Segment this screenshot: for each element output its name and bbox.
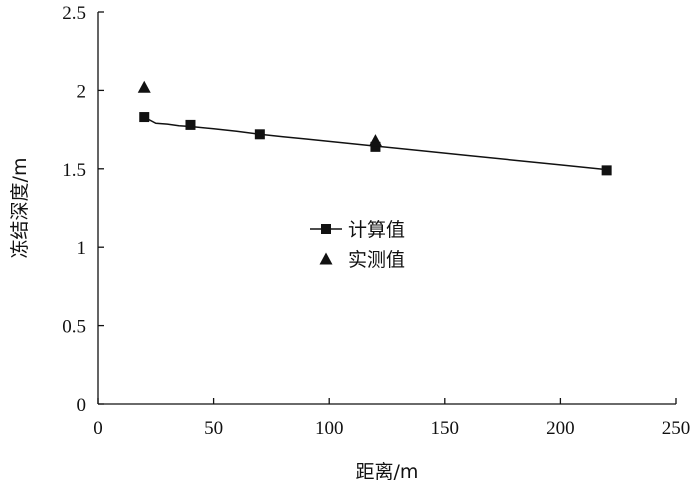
legend-label-measured: 实测值: [348, 249, 405, 271]
y-tick-label-1: 1: [77, 238, 87, 259]
measured-point-120: [368, 134, 382, 147]
calculated-point-70: [254, 129, 265, 140]
calculated-series-line: [143, 116, 607, 171]
legend-marker-calculated-square: [321, 224, 331, 234]
x-axis-ticks: 0 50 100 150 200 250: [93, 398, 690, 439]
x-tick-label-100: 100: [315, 418, 344, 439]
x-axis-title: 距离/m: [356, 461, 419, 483]
axes: [97, 12, 676, 405]
series-layer: [137, 80, 612, 176]
x-tick-label-200: 200: [546, 418, 575, 439]
x-tick-label-150: 150: [431, 418, 460, 439]
y-tick-label-0.5: 0.5: [62, 317, 86, 338]
legend: 计算值 实测值: [310, 219, 405, 271]
y-tick-label-2.5: 2.5: [62, 3, 86, 24]
measured-point-20: [137, 80, 151, 93]
x-tick-label-0: 0: [93, 418, 103, 439]
calculated-point-120: [370, 141, 381, 152]
x-tick-label-50: 50: [204, 418, 223, 439]
y-axis-title: 冻结深度/m: [9, 158, 31, 259]
x-tick-label-250: 250: [662, 418, 691, 439]
calculated-point-220: [601, 165, 612, 176]
y-tick-label-0: 0: [77, 395, 87, 416]
calculated-point-40: [185, 119, 196, 130]
legend-label-calculated: 计算值: [348, 219, 405, 241]
legend-marker-measured-triangle: [319, 252, 333, 265]
y-axis-ticks: 0 0.5 1 1.5 2 2.5: [62, 3, 104, 416]
y-tick-label-1.5: 1.5: [62, 160, 86, 181]
y-tick-label-2: 2: [77, 81, 87, 102]
calculated-point-20: [139, 112, 150, 123]
